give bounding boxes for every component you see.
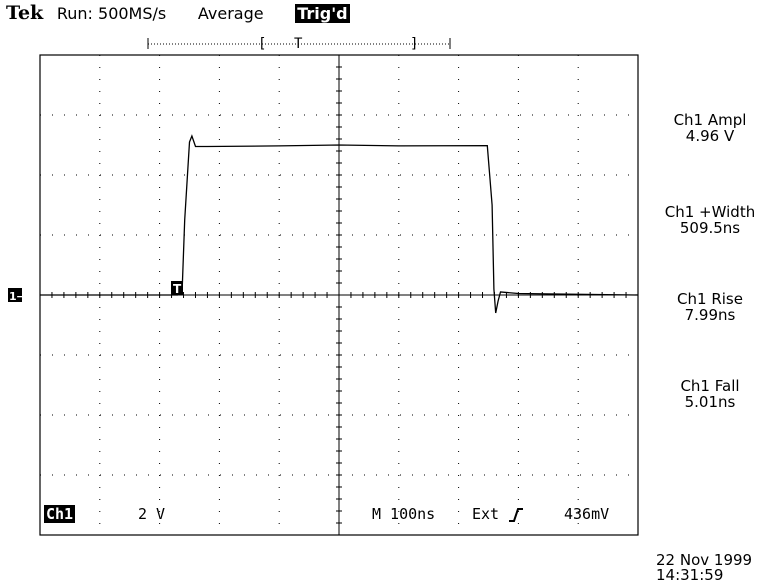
trigger-source: Ext — [472, 505, 500, 523]
trigger-status-badge: Trig'd — [295, 4, 350, 23]
channel-1-marker: 1→ — [8, 288, 26, 303]
measurement-ch1-width: Ch1 +Width 509.5ns — [650, 204, 770, 236]
measurement-ch1-ampl: Ch1 Ampl 4.96 V — [650, 112, 770, 144]
measurement-value: 7.99ns — [684, 306, 736, 324]
record-bracket-left: [ — [258, 36, 266, 52]
timebase: M 100ns — [372, 505, 436, 523]
status-header: Tek Run: 500MS/s Average Trig'd — [6, 2, 350, 26]
channel-1-marker-label: 1→ — [9, 290, 26, 303]
measurement-label: Ch1 Fall — [680, 377, 740, 395]
measurement-value: 5.01ns — [684, 393, 736, 411]
measurement-label: Ch1 Rise — [677, 290, 743, 308]
measurement-label: Ch1 +Width — [664, 203, 756, 221]
measurement-label: Ch1 Ampl — [673, 111, 747, 129]
measurement-value: 509.5ns — [679, 219, 741, 237]
trigger-point-label: T — [173, 282, 182, 296]
timestamp-date: 22 Nov 1999 — [656, 551, 753, 569]
measurement-value: 4.96 V — [685, 127, 735, 145]
ch1-waveform-trace — [40, 134, 639, 314]
channel-badge: Ch1 — [44, 505, 76, 523]
record-bracket-right: ] — [410, 36, 418, 52]
timestamp-time: 14:31:59 — [656, 566, 724, 584]
trigger-point-marker: T — [171, 281, 183, 296]
rising-edge-icon — [509, 508, 523, 522]
timestamp: 22 Nov 1999 14:31:59 — [656, 553, 752, 583]
measurement-ch1-rise: Ch1 Rise 7.99ns — [650, 291, 770, 323]
run-status: Run: 500MS/s — [56, 4, 167, 23]
measurement-ch1-fall: Ch1 Fall 5.01ns — [650, 378, 770, 410]
acquisition-mode: Average — [197, 4, 264, 23]
volts-per-div: 2 V — [138, 505, 166, 523]
trigger-level: 436mV — [564, 505, 610, 523]
record-view-bar: [ T ] — [147, 36, 451, 52]
brand-logo: Tek — [6, 2, 44, 24]
record-trigger-marker: T — [294, 36, 303, 52]
